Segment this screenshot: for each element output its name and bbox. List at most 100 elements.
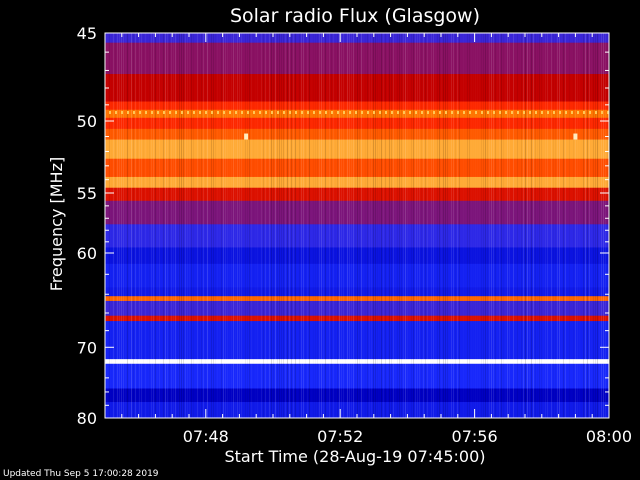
texture-streak [149,33,150,418]
texture-streak [445,33,446,418]
texture-streak [507,33,508,418]
texture-streak [607,33,608,418]
texture-streak [549,33,550,418]
texture-streak [119,33,120,418]
frequency-band [105,117,609,130]
texture-streak [413,33,414,418]
frequency-band [105,187,609,202]
texture-streak [287,33,288,418]
texture-streak [451,33,452,418]
texture-streak [303,33,304,418]
texture-streak [213,33,214,418]
frequency-band [105,247,609,265]
texture-streak [243,33,244,418]
y-axis-label: Frequency [MHz] [47,157,66,291]
texture-streak [389,33,390,418]
texture-streak [163,33,164,418]
texture-streak [305,33,306,418]
interference-dot [529,111,531,114]
texture-streak [381,33,382,418]
frequency-band [105,224,609,248]
y-tick-label: 70 [77,338,97,357]
texture-streak [379,33,380,418]
texture-streak [333,33,334,418]
texture-streak [453,33,454,418]
texture-streak [463,33,464,418]
texture-streak [375,33,376,418]
interference-dot [349,111,351,114]
texture-streak [371,33,372,418]
texture-streak [139,33,140,418]
interference-dot [277,111,279,114]
texture-streak [393,33,394,418]
texture-streak [251,33,252,418]
texture-streak [279,33,280,418]
texture-streak [261,33,262,418]
frequency-band [105,287,609,297]
texture-streak [181,33,182,418]
texture-streak [553,33,554,418]
texture-streak [559,33,560,418]
texture-streak [465,33,466,418]
texture-streak [309,33,310,418]
texture-streak [387,33,388,418]
texture-streak [343,33,344,418]
texture-streak [337,33,338,418]
texture-streak [321,33,322,418]
texture-streak [477,33,478,418]
interference-dot [361,111,363,114]
texture-streak [417,33,418,418]
texture-streak [289,33,290,418]
frequency-band [105,300,609,317]
texture-streak [439,33,440,418]
texture-streak [427,33,428,418]
texture-streak [543,33,544,418]
texture-streak [153,33,154,418]
texture-streak [567,33,568,418]
texture-streak [491,33,492,418]
texture-streak [475,33,476,418]
texture-streak [533,33,534,418]
texture-streak [295,33,296,418]
texture-streak [313,33,314,418]
texture-streak [433,33,434,418]
burst-mark [573,133,578,140]
frequency-band [105,363,609,389]
interference-dot [253,111,255,114]
interference-dot [385,111,387,114]
texture-streak [151,33,152,418]
texture-streak [127,33,128,418]
interference-dot [517,111,519,114]
frequency-band [105,139,609,160]
interference-dot [223,111,225,114]
texture-streak [245,33,246,418]
interference-dot [511,111,513,114]
texture-streak [471,33,472,418]
texture-streak [571,33,572,418]
texture-streak [467,33,468,418]
texture-streak [225,33,226,418]
frequency-band [105,128,609,141]
texture-streak [525,33,526,418]
interference-dot [109,111,111,114]
interference-dot [499,111,501,114]
interference-dot [415,111,417,114]
texture-streak [171,33,172,418]
texture-streak [455,33,456,418]
texture-streak [501,33,502,418]
texture-streak [125,33,126,418]
interference-dot [541,111,543,114]
texture-streak [283,33,284,418]
texture-streak [583,33,584,418]
frequency-band [105,359,609,365]
texture-streak [411,33,412,418]
interference-dot [379,111,381,114]
texture-streak [423,33,424,418]
interference-dot [115,111,117,114]
texture-streak [437,33,438,418]
texture-streak [591,33,592,418]
interference-dot [607,111,609,114]
frequency-band [105,200,609,225]
texture-streak [271,33,272,418]
chart-title: Solar radio Flux (Glasgow) [230,5,480,27]
